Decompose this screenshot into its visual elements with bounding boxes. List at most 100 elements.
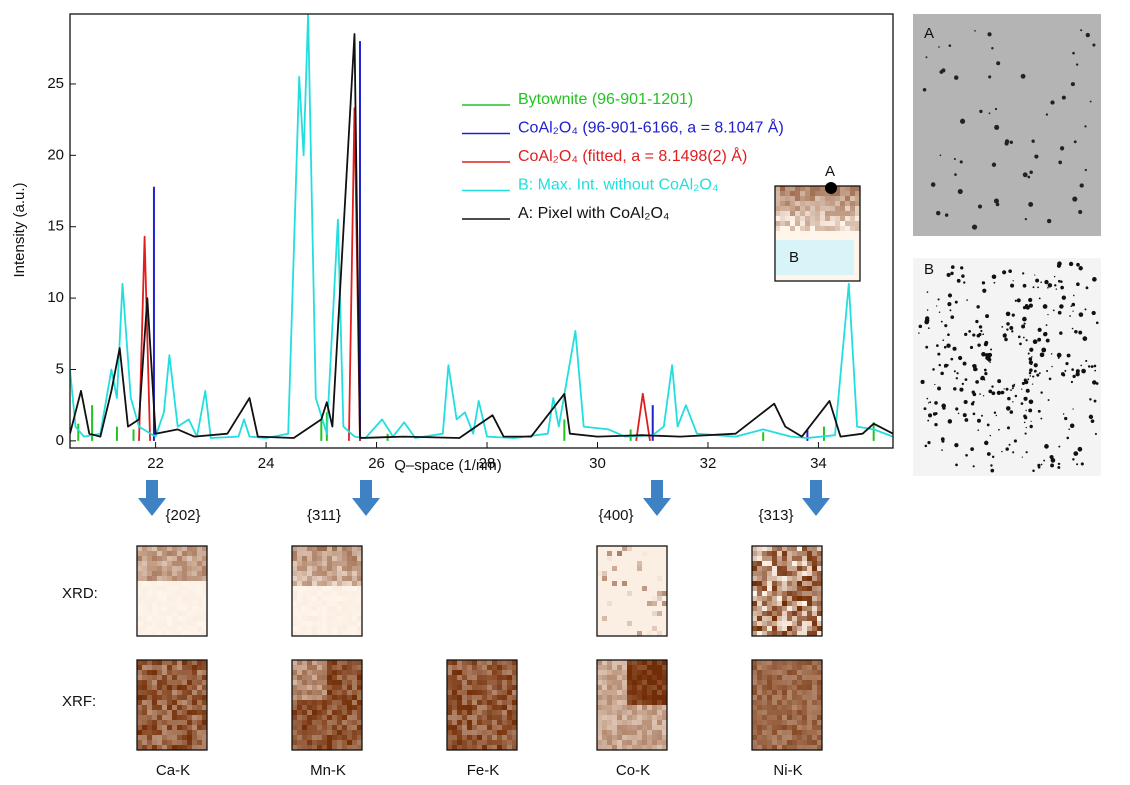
heat-cell [612, 561, 617, 566]
heat-cell [192, 745, 197, 750]
heat-cell [162, 685, 167, 690]
heat-cell [642, 631, 647, 636]
heat-cell [157, 621, 162, 626]
heat-cell [752, 546, 757, 551]
heat-cell [657, 591, 662, 596]
spot [1064, 369, 1067, 372]
heat-cell [662, 556, 667, 561]
heat-cell [317, 601, 322, 606]
heat-cell [762, 591, 767, 596]
heat-cell [302, 611, 307, 616]
heat-cell [787, 705, 792, 710]
heat-cell [825, 211, 830, 216]
heat-cell [657, 700, 662, 705]
spot [980, 378, 982, 380]
heat-cell [752, 705, 757, 710]
heat-cell [472, 680, 477, 685]
heat-cell [182, 665, 187, 670]
heat-cell [447, 685, 452, 690]
heat-cell [602, 621, 607, 626]
heat-cell [812, 561, 817, 566]
spot [937, 298, 940, 301]
heat-cell [855, 196, 860, 201]
heat-cell [317, 670, 322, 675]
heat-cell [327, 670, 332, 675]
heat-cell [825, 231, 830, 236]
heat-cell [807, 566, 812, 571]
heat-cell [327, 591, 332, 596]
spot [975, 380, 979, 384]
spot [954, 173, 957, 176]
heat-cell [322, 735, 327, 740]
heat-cell [332, 546, 337, 551]
heat-cell [482, 665, 487, 670]
heat-cell [177, 665, 182, 670]
heat-cell [357, 705, 362, 710]
spot [993, 411, 997, 414]
heat-cell [835, 221, 840, 226]
heat-cell [177, 740, 182, 745]
heat-cell [352, 670, 357, 675]
heat-cell [327, 740, 332, 745]
spot [1058, 160, 1062, 165]
heat-cell [775, 191, 780, 196]
heat-cell [292, 730, 297, 735]
heat-cell [192, 670, 197, 675]
heat-cell [497, 740, 502, 745]
heat-cell [177, 700, 182, 705]
heat-cell [197, 735, 202, 740]
heat-cell [312, 730, 317, 735]
heat-cell [807, 730, 812, 735]
spot [1044, 444, 1049, 449]
heat-cell [617, 586, 622, 591]
spot [1028, 303, 1033, 308]
heat-cell [795, 231, 800, 236]
heatmap [447, 660, 517, 750]
heat-cell [447, 665, 452, 670]
heat-cell [157, 576, 162, 581]
spot [938, 46, 940, 48]
heat-cell [312, 621, 317, 626]
heat-cell [312, 715, 317, 720]
heat-cell [357, 690, 362, 695]
heat-cell [612, 621, 617, 626]
heat-cell [317, 740, 322, 745]
heat-cell [172, 700, 177, 705]
heat-cell [327, 700, 332, 705]
heat-cell [777, 616, 782, 621]
heat-cell [777, 660, 782, 665]
spot [935, 344, 939, 347]
heat-cell [447, 695, 452, 700]
heat-cell [337, 670, 342, 675]
heat-cell [292, 546, 297, 551]
spot [1025, 388, 1030, 393]
heat-cell [622, 571, 627, 576]
heat-cell [777, 720, 782, 725]
heat-cell [332, 631, 337, 636]
spot [925, 56, 928, 59]
heat-cell [612, 710, 617, 715]
heat-cell [457, 680, 462, 685]
heat-cell [632, 700, 637, 705]
reflection-label: {400} [598, 507, 633, 524]
heat-cell [177, 586, 182, 591]
spot [1091, 310, 1096, 316]
heat-cell [642, 660, 647, 665]
heat-cell [772, 695, 777, 700]
heat-cell [757, 675, 762, 680]
heat-cell [807, 576, 812, 581]
heat-cell [492, 660, 497, 665]
heat-cell [182, 725, 187, 730]
heat-cell [187, 705, 192, 710]
heat-cell [192, 660, 197, 665]
heat-cell [337, 556, 342, 561]
heat-cell [802, 621, 807, 626]
heat-cell [627, 735, 632, 740]
heat-cell [762, 715, 767, 720]
heat-cell [342, 680, 347, 685]
heat-cell [762, 740, 767, 745]
heat-cell [617, 556, 622, 561]
heat-cell [757, 611, 762, 616]
heat-cell [607, 546, 612, 551]
heat-cell [297, 571, 302, 576]
